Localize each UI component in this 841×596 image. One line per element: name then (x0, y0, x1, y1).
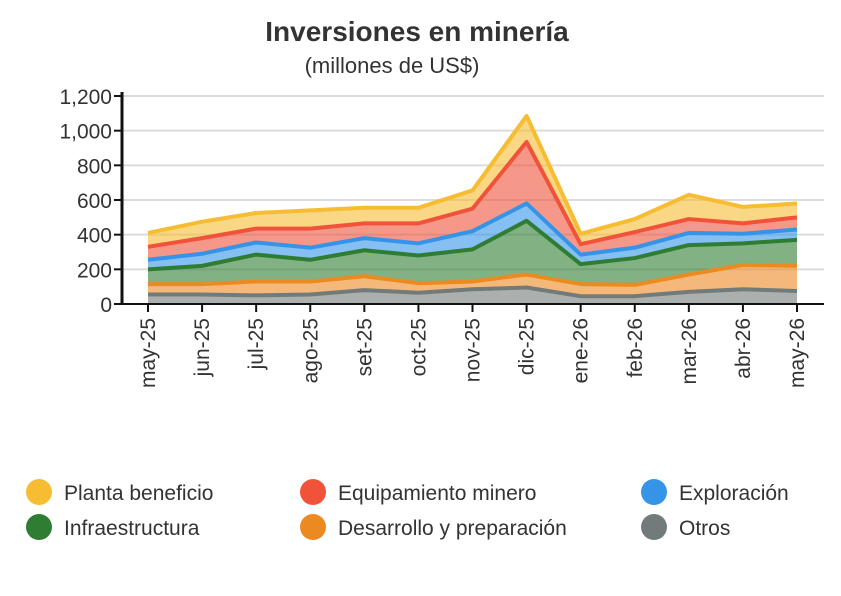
legend-swatch (26, 514, 52, 540)
y-tick-label: 200 (77, 259, 112, 282)
legend-item-infraestructura: Infraestructura (26, 514, 200, 540)
line-exploracion (147, 201, 798, 262)
y-tick-label: 600 (77, 190, 112, 213)
line-equipamiento-minero (147, 139, 798, 249)
line-desarrollo-y-preparacion (148, 263, 798, 287)
legend-item-planta-beneficio: Planta beneficio (26, 479, 213, 505)
x-tick-label: jul-25 (245, 318, 268, 370)
legend-swatch (641, 514, 667, 540)
x-tick-label: dic-25 (516, 318, 539, 375)
legend-label: Planta beneficio (64, 482, 213, 505)
y-tick-label: 800 (77, 155, 112, 178)
legend-swatch (300, 514, 326, 540)
area-planta-beneficio (148, 115, 797, 247)
chart-title: Inversiones en minería (265, 16, 569, 47)
legend-swatch (26, 479, 52, 505)
legend-swatch (641, 479, 667, 505)
x-tick-label: set-25 (353, 318, 376, 376)
legend-label: Otros (679, 517, 730, 540)
x-tick-label: jun-25 (191, 318, 214, 377)
legend-item-otros: Otros (641, 514, 730, 540)
y-tick-label: 1,200 (59, 86, 112, 109)
x-tick-label: abr-26 (732, 318, 755, 379)
legend: Planta beneficio Equipamiento minero Explo… (26, 479, 789, 540)
series-lines (147, 113, 798, 299)
line-otros (148, 285, 798, 299)
legend-item-equipamiento-minero: Equipamiento minero (300, 479, 536, 505)
legend-label: Exploración (679, 482, 789, 505)
x-tick-label: feb-26 (624, 318, 647, 378)
x-tick-label: may-26 (786, 318, 809, 388)
y-tick-label: 400 (77, 225, 112, 248)
y-tick-label: 1,000 (59, 121, 112, 144)
legend-swatch (300, 479, 326, 505)
area-infraestructura (148, 220, 797, 285)
area-exploracion (148, 203, 797, 270)
x-tick-label: ene-26 (570, 318, 593, 383)
x-tick-label: oct-25 (407, 318, 430, 376)
legend-item-exploracion: Exploración (641, 479, 789, 505)
legend-label: Infraestructura (64, 517, 200, 540)
legend-label: Desarrollo y preparación (338, 517, 567, 540)
axes: 0 200 400 600 800 1,000 1,200 may-25 jun-25 jul-2… (59, 86, 824, 388)
area-otros (148, 287, 797, 304)
chart-subtitle: (millones de US$) (305, 53, 480, 78)
legend-label: Equipamiento minero (338, 482, 536, 505)
area-desarrollo-y-preparacion (148, 265, 797, 297)
x-tick-label: mar-26 (678, 318, 701, 385)
legend-item-desarrollo-y-preparacion: Desarrollo y preparación (300, 514, 567, 540)
line-infraestructura (147, 218, 798, 272)
x-tick-label: ago-25 (299, 318, 322, 383)
y-tick-label: 0 (100, 294, 112, 317)
x-tick-label: nov-25 (462, 318, 485, 382)
line-planta-beneficio (147, 113, 798, 236)
x-tick-label: may-25 (137, 318, 160, 388)
